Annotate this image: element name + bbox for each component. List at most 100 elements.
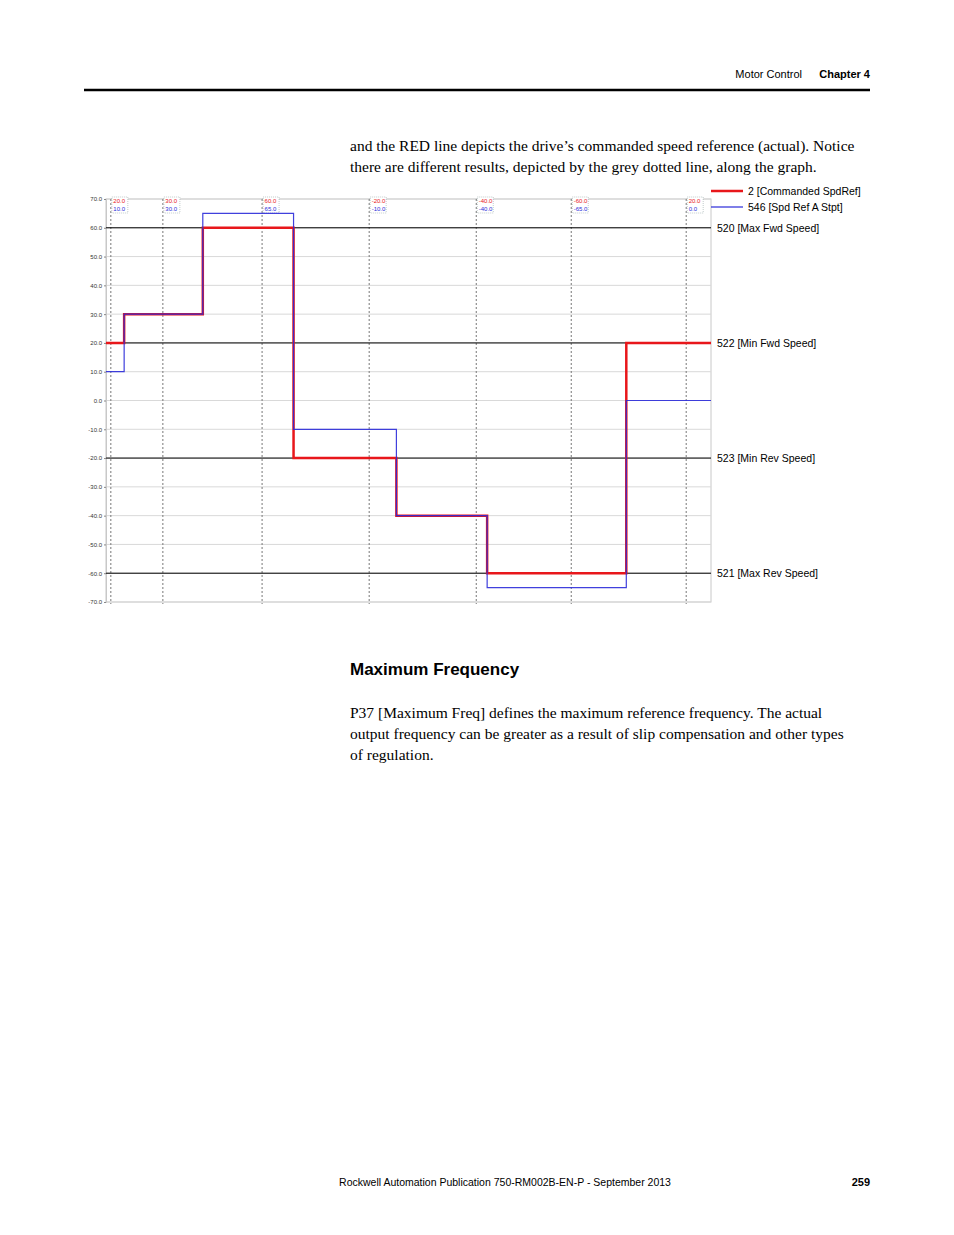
cursor-box [370,197,386,213]
y-tick: -20.0 [88,455,106,461]
series-line [106,228,711,573]
cursor-value: 20.0 [689,198,701,204]
y-tick: -10.0 [88,427,106,433]
y-tick-mark [104,487,106,488]
y-tick-label: -40.0 [88,513,102,519]
y-tick-label: -10.0 [88,427,102,433]
y-tick: 40.0 [90,283,106,289]
page: Motor ControlChapter 4and the RED line d… [0,0,954,1235]
cursor-value: 0.0 [689,206,698,212]
cursor-value: -20.0 [372,198,386,204]
reference-label: 521 [Max Rev Speed] [717,567,818,579]
y-tick-mark [104,199,106,200]
y-tick-mark [104,257,106,258]
reference-line [106,458,711,459]
grid-line [106,199,711,200]
grid-line [106,602,711,603]
cursor-value: -65.0 [574,206,588,212]
y-tick: -50.0 [88,542,106,548]
y-tick-mark [104,544,106,545]
y-tick: -70.0 [88,599,106,605]
cursor-box [112,197,128,213]
y-tick-mark [104,401,106,402]
y-tick-mark [104,573,106,574]
y-tick-label: -20.0 [88,455,102,461]
legend-swatch [711,206,743,207]
cursor-value: 10.0 [113,206,125,212]
cursor-value: -60.0 [574,198,588,204]
y-tick-mark [104,372,106,373]
reference-label: 522 [Min Fwd Speed] [717,337,816,349]
legend-label: 546 [Spd Ref A Stpt] [748,201,843,213]
cursors: 20.0 10.0 30.0 30.0 60.0 65.0 -20.0 -10.0 -40.0 -… [111,197,703,604]
y-tick: 60.0 [90,225,106,231]
y-tick-label: 0.0 [94,398,103,404]
grid-line [106,227,711,228]
y-tick-label: 60.0 [90,225,102,231]
cursor-box [164,197,180,213]
grid-line [106,371,711,372]
cursor-value: 65.0 [265,206,277,212]
grid-line [106,458,711,459]
cursor-box [687,197,703,213]
grid-line [106,544,711,545]
y-tick-label: 40.0 [90,283,102,289]
y-tick-label: 50.0 [90,254,102,260]
y-tick-label: -50.0 [88,542,102,548]
section-heading: Maximum Frequency [350,660,520,679]
y-tick: -30.0 [88,484,106,490]
y-tick: 20.0 [90,340,106,346]
section-line: P37 [Maximum Freq] defines the maximum r… [350,704,822,721]
y-tick-mark [104,343,106,344]
grid-line [106,429,711,430]
reference-label: 520 [Max Fwd Speed] [717,222,819,234]
cursor-line [369,199,370,604]
grid-line [106,285,711,286]
grid-line [106,256,711,257]
y-tick-label: 20.0 [90,340,102,346]
cursor-line [686,199,687,604]
grid-line [106,486,711,487]
y-tick-mark [104,285,106,286]
legend-swatch [711,190,743,193]
cursor-box [572,197,588,213]
cursor-value: 20.0 [113,198,125,204]
cursor-line [262,199,263,604]
cursor-line [162,199,163,604]
reference-line [106,227,711,228]
intro-line: there are different results, depicted by… [350,158,817,175]
legend: 2 [Commanded SpdRef] 546 [Spd Ref A Stpt] [711,185,861,213]
grid-line [106,400,711,401]
cursor-value: 30.0 [165,198,177,204]
y-tick: 0.0 [94,398,106,404]
cursor-box [263,197,279,213]
y-tick-mark [104,314,106,315]
y-tick: 50.0 [90,254,106,260]
cursor-value: -40.0 [479,198,493,204]
y-tick: 10.0 [90,369,106,375]
y-tick-mark [104,228,106,229]
y-axis: 70.060.050.040.030.020.010.00.0-10.0-20.… [88,196,106,605]
y-tick-label: 30.0 [90,312,102,318]
y-axis-line [104,200,107,603]
cursor-value: 60.0 [265,198,277,204]
section-line: of regulation. [350,746,434,763]
header-section: Motor Control [735,68,802,80]
y-tick-mark [104,602,106,603]
grid [106,199,711,602]
cursor-value: 30.0 [165,206,177,212]
y-tick-mark [104,516,106,517]
intro-line: and the RED line depicts the drive’s com… [350,137,855,155]
y-tick-mark [104,458,106,459]
header-rule [84,89,870,92]
cursor-value: -10.0 [372,206,386,212]
reference-line [106,342,711,343]
cursor-line [571,199,572,604]
cursor-line [110,199,111,604]
cursor-line [476,199,477,604]
plot-marks [106,213,711,587]
series-line [106,213,711,587]
legend-label: 2 [Commanded SpdRef] [748,185,861,197]
y-tick: -60.0 [88,571,106,577]
y-tick: -40.0 [88,513,106,519]
